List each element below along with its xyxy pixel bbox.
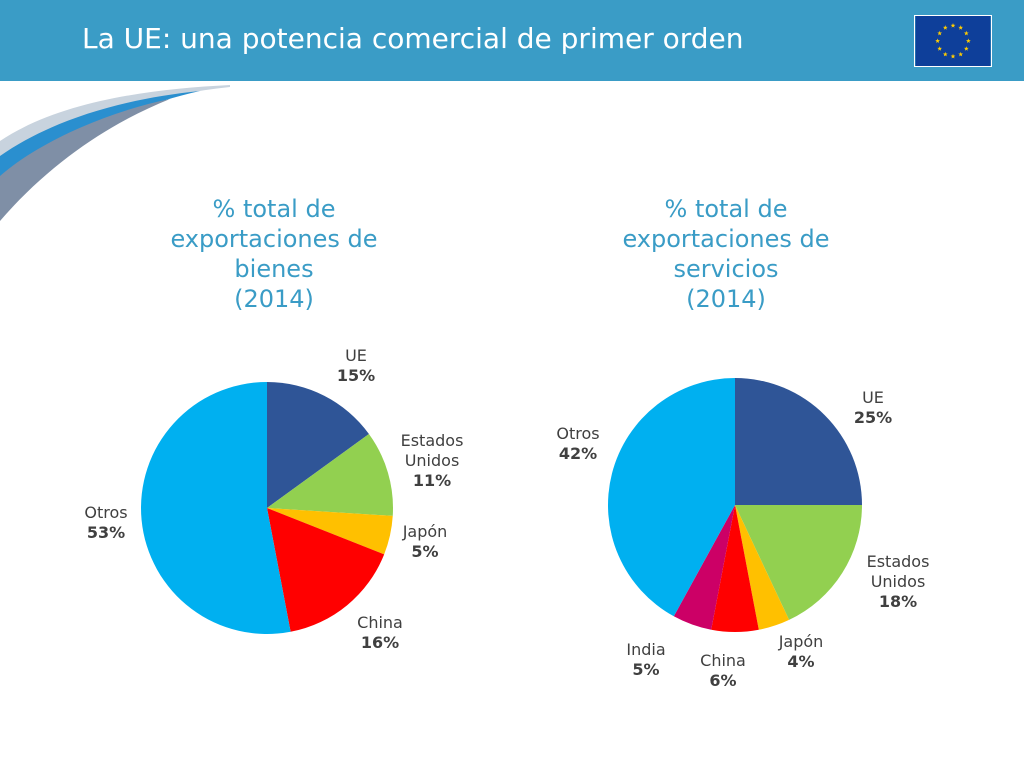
slice-label: UE 25% xyxy=(854,388,892,428)
slice-value: 4% xyxy=(787,652,815,671)
pie-slice-2-6 xyxy=(608,378,735,617)
slice-label: Estados Unidos 18% xyxy=(867,552,930,612)
slice-label: Japón 4% xyxy=(779,632,824,672)
decorative-swoosh xyxy=(0,85,230,221)
chart-title-line: servicios xyxy=(673,255,779,283)
flag-star-icon xyxy=(937,46,943,51)
chart-title-services: % total de exportaciones de servicios (2… xyxy=(576,194,876,314)
pie-slice-1-1 xyxy=(267,382,369,508)
chart-title-line: exportaciones de xyxy=(170,225,378,253)
slice-value: 5% xyxy=(632,660,660,679)
pie-slice-1-5 xyxy=(141,382,291,634)
chart-title-line: (2014) xyxy=(234,285,314,313)
slice-value: 25% xyxy=(853,408,893,427)
chart-title-line: % total de xyxy=(212,195,336,223)
slice-name: Unidos xyxy=(870,572,926,591)
pie-slice-1-2 xyxy=(267,433,393,516)
chart-title-line: exportaciones de xyxy=(622,225,830,253)
flag-star-icon xyxy=(950,53,956,59)
slice-name: India xyxy=(626,640,666,659)
slice-value: 16% xyxy=(360,633,400,652)
slice-label: China 6% xyxy=(700,651,746,691)
slice-label: Otros 42% xyxy=(556,424,599,464)
eu-flag-icon xyxy=(914,15,992,67)
slice-label: Japón 5% xyxy=(403,522,448,562)
flag-star-icon xyxy=(935,38,940,44)
slide-header: La UE: una potencia comercial de primer … xyxy=(0,0,1024,81)
pie-slice-1-3 xyxy=(267,508,393,555)
flag-star-icon xyxy=(942,51,948,57)
slice-value: 15% xyxy=(336,366,376,385)
slice-name: Unidos xyxy=(404,451,460,470)
flag-star-icon xyxy=(950,23,956,28)
slice-name: Estados xyxy=(866,552,930,571)
slice-label: UE 15% xyxy=(337,346,375,386)
slice-name: Japón xyxy=(778,632,824,651)
slice-value: 11% xyxy=(412,471,452,490)
pie-slice-2-4 xyxy=(711,505,759,633)
chart-title-line: % total de xyxy=(664,195,788,223)
pie-slice-2-1 xyxy=(735,378,862,505)
slice-name: Otros xyxy=(84,503,128,522)
slice-name: UE xyxy=(345,346,367,365)
flag-star-icon xyxy=(942,25,948,30)
pie-slice-1-4 xyxy=(267,508,385,632)
flag-star-icon xyxy=(966,38,971,44)
pie-slice-2-5 xyxy=(673,505,735,630)
pie-slice-2-2 xyxy=(735,505,862,620)
flag-star-icon xyxy=(958,51,964,57)
slice-value: 53% xyxy=(86,523,126,542)
flag-star-icon xyxy=(963,46,969,51)
slice-name: China xyxy=(357,613,403,632)
chart-title-line: (2014) xyxy=(686,285,766,313)
slice-label: Otros 53% xyxy=(84,503,127,543)
slice-value: 6% xyxy=(709,671,737,690)
slice-label: Estados Unidos 11% xyxy=(401,431,464,491)
flag-star-icon xyxy=(937,30,943,36)
slice-label: China 16% xyxy=(357,613,403,653)
flag-star-icon xyxy=(958,25,964,30)
chart-title-goods: % total de exportaciones de bienes (2014… xyxy=(124,194,424,314)
slice-label: India 5% xyxy=(626,640,665,680)
flag-star-icon xyxy=(963,30,969,36)
slice-name: Estados xyxy=(400,431,464,450)
slice-value: 18% xyxy=(878,592,918,611)
slice-value: 5% xyxy=(411,542,439,561)
chart-title-line: bienes xyxy=(234,255,314,283)
slice-name: UE xyxy=(862,388,884,407)
slice-name: Japón xyxy=(402,522,448,541)
slice-value: 42% xyxy=(558,444,598,463)
slice-name: Otros xyxy=(556,424,600,443)
slide-title: La UE: una potencia comercial de primer … xyxy=(82,22,744,55)
pie-slice-2-3 xyxy=(735,505,790,630)
slice-name: China xyxy=(700,651,746,670)
